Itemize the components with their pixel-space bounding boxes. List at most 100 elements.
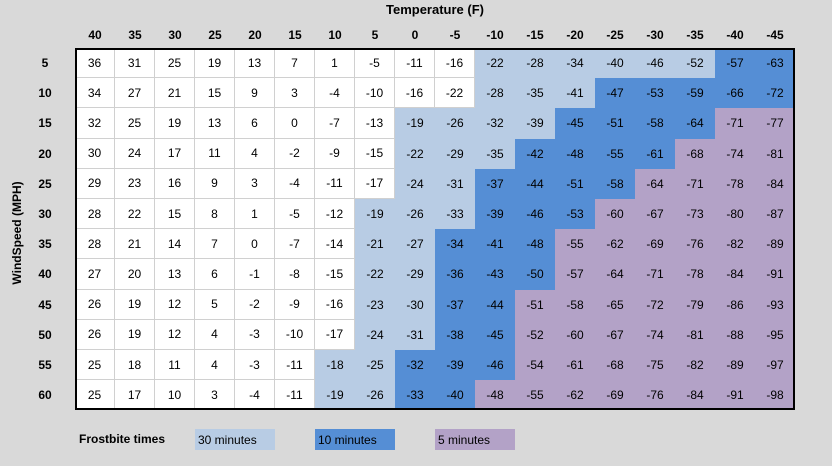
heatmap-cell: -16 — [435, 48, 475, 79]
heatmap-cell: 21 — [115, 229, 155, 260]
heatmap-cell: 12 — [155, 319, 195, 350]
heatmap-cell: -69 — [635, 229, 675, 260]
heatmap-cell: 1 — [235, 199, 275, 230]
heatmap-cell: -2 — [235, 289, 275, 320]
heatmap-cell: -2 — [275, 138, 315, 169]
heatmap-cell: -67 — [595, 319, 635, 350]
heatmap-cell: -19 — [315, 380, 355, 411]
heatmap-cell: 15 — [155, 199, 195, 230]
heatmap-cell: -27 — [395, 229, 435, 260]
heatmap-cell: 20 — [115, 259, 155, 290]
heatmap-cell: -51 — [515, 289, 555, 320]
legend-item: 5 minutes — [435, 429, 515, 450]
heatmap-cell: -5 — [275, 199, 315, 230]
heatmap-cell: -17 — [355, 168, 395, 199]
heatmap-cell: -72 — [755, 78, 795, 109]
heatmap-cell: -39 — [435, 350, 475, 381]
heatmap-cell: -78 — [675, 259, 715, 290]
heatmap-cell: -52 — [515, 319, 555, 350]
column-header: 25 — [208, 28, 222, 42]
legend-item: 10 minutes — [315, 429, 395, 450]
heatmap-cell: -64 — [595, 259, 635, 290]
heatmap-cell: -13 — [355, 108, 395, 139]
heatmap-cell: 17 — [155, 138, 195, 169]
heatmap-cell: -71 — [675, 168, 715, 199]
row-header: 55 — [38, 358, 52, 373]
legend-title: Frostbite times — [79, 432, 166, 446]
heatmap-cell: -32 — [475, 108, 515, 139]
heatmap-cell: -58 — [595, 168, 635, 199]
heatmap-cell: 17 — [115, 380, 155, 411]
heatmap-cell: -39 — [515, 108, 555, 139]
heatmap-cell: 9 — [235, 78, 275, 109]
heatmap-cell: 0 — [275, 108, 315, 139]
heatmap-cell: -33 — [435, 199, 475, 230]
heatmap-cell: -46 — [515, 199, 555, 230]
column-header: 40 — [88, 28, 102, 42]
heatmap-cell: 8 — [195, 199, 235, 230]
heatmap-cell: 4 — [195, 350, 235, 381]
heatmap-cell: -16 — [315, 289, 355, 320]
heatmap-cell: -38 — [435, 319, 475, 350]
heatmap-cell: -84 — [755, 168, 795, 199]
heatmap-cell: 22 — [115, 199, 155, 230]
heatmap-cell: -69 — [595, 380, 635, 411]
heatmap-cell: -11 — [275, 350, 315, 381]
column-header: -15 — [526, 28, 544, 42]
heatmap-cell: 25 — [75, 350, 115, 381]
row-header: 5 — [41, 56, 49, 71]
heatmap-cell: -19 — [395, 108, 435, 139]
heatmap-cell: -4 — [235, 380, 275, 411]
heatmap-cell: 36 — [75, 48, 115, 79]
heatmap-cell: -22 — [395, 138, 435, 169]
row-header: 15 — [38, 116, 52, 131]
heatmap-cell: -22 — [435, 78, 475, 109]
heatmap-cell: 19 — [155, 108, 195, 139]
heatmap-cell: -84 — [675, 380, 715, 411]
heatmap-cell: -98 — [755, 380, 795, 411]
heatmap-cell: -81 — [675, 319, 715, 350]
heatmap-cell: -31 — [395, 319, 435, 350]
heatmap-cell: 3 — [235, 168, 275, 199]
heatmap-cell: -66 — [715, 78, 755, 109]
heatmap-cell: -62 — [555, 380, 595, 411]
heatmap-cell: -95 — [755, 319, 795, 350]
heatmap-cell: 28 — [75, 199, 115, 230]
heatmap-cell: -80 — [715, 199, 755, 230]
row-header: 25 — [38, 176, 52, 191]
heatmap-cell: -67 — [635, 199, 675, 230]
heatmap-cell: -44 — [475, 289, 515, 320]
heatmap-cell: 32 — [75, 108, 115, 139]
heatmap-cell: -81 — [755, 138, 795, 169]
heatmap-cell: 26 — [75, 289, 115, 320]
heatmap-cell: 13 — [235, 48, 275, 79]
heatmap-cell: 25 — [75, 380, 115, 411]
heatmap-cell: -24 — [355, 319, 395, 350]
heatmap-cell: -84 — [715, 259, 755, 290]
heatmap-cell: -9 — [315, 138, 355, 169]
heatmap-cell: -61 — [635, 138, 675, 169]
column-header: -5 — [449, 28, 461, 42]
column-header: 5 — [371, 28, 379, 42]
column-header: -20 — [566, 28, 584, 42]
heatmap-cell: -68 — [675, 138, 715, 169]
heatmap-cell: -64 — [635, 168, 675, 199]
heatmap-cell: -40 — [595, 48, 635, 79]
heatmap-cell: 21 — [155, 78, 195, 109]
heatmap-cell: -34 — [435, 229, 475, 260]
heatmap-cell: -53 — [635, 78, 675, 109]
heatmap-cell: -88 — [715, 319, 755, 350]
heatmap-cell: 26 — [75, 319, 115, 350]
heatmap-cell: -91 — [755, 259, 795, 290]
heatmap-cell: -57 — [555, 259, 595, 290]
column-header: -30 — [646, 28, 664, 42]
heatmap-cell: -97 — [755, 350, 795, 381]
heatmap-cell: -71 — [715, 108, 755, 139]
heatmap-cell: 25 — [115, 108, 155, 139]
heatmap-cell: -22 — [355, 259, 395, 290]
column-header: 15 — [288, 28, 302, 42]
heatmap-cell: 24 — [115, 138, 155, 169]
heatmap-cell: 31 — [115, 48, 155, 79]
row-header: 45 — [38, 297, 52, 312]
heatmap-cell: -55 — [555, 229, 595, 260]
